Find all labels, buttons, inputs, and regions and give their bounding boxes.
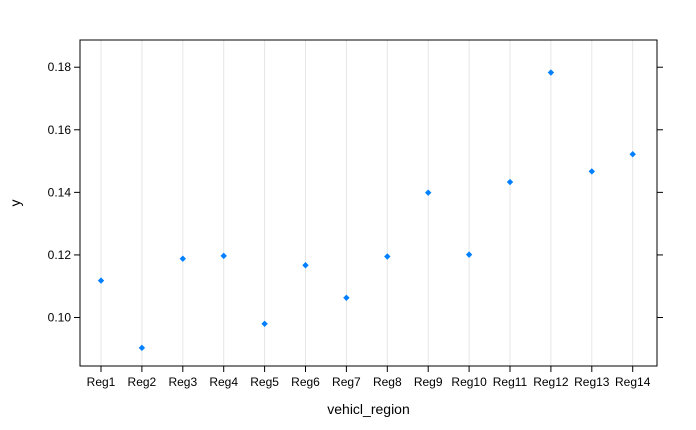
data-points: [97, 69, 636, 352]
x-axis: Reg1 Reg2 Reg3 Reg4 Reg5 Reg6 Reg7 Reg8 Reg9 Reg1…: [87, 366, 651, 389]
x-tick-label: Reg13: [574, 375, 610, 389]
data-point: [97, 277, 105, 284]
data-point: [220, 252, 227, 260]
data-point: [465, 251, 473, 258]
x-tick-label: Reg12: [533, 375, 569, 389]
y-tick-label: 0.10: [48, 311, 72, 325]
data-point: [343, 294, 350, 301]
y-tick-label: 0.16: [48, 123, 72, 137]
y-axis-title: y: [7, 200, 23, 207]
y-tick-label: 0.18: [48, 60, 72, 74]
x-tick-label: Reg7: [332, 375, 361, 389]
x-tick-label: Reg11: [493, 375, 528, 389]
data-point: [384, 253, 391, 260]
x-tick-label: Reg2: [128, 375, 157, 389]
plot-frame: [79, 39, 658, 367]
x-tick-label: Reg1: [87, 375, 116, 389]
data-point: [179, 255, 186, 262]
y-axis: 0.10 0.12 0.14 0.16 0.18: [48, 60, 663, 325]
grid-lines: [100, 40, 634, 366]
data-point: [261, 320, 268, 327]
data-point: [629, 150, 636, 158]
data-point: [138, 344, 146, 352]
y-tick-label: 0.14: [48, 185, 72, 199]
x-tick-label: Reg10: [451, 375, 487, 389]
y-tick-label: 0.12: [48, 248, 72, 262]
x-tick-label: Reg4: [209, 375, 238, 389]
data-point: [547, 69, 555, 76]
x-tick-label: Reg3: [168, 375, 197, 389]
x-tick-label: Reg14: [615, 375, 651, 389]
data-point: [425, 189, 432, 196]
x-axis-title: vehicl_region: [327, 401, 410, 417]
data-point: [588, 168, 595, 175]
x-tick-label: Reg6: [291, 375, 320, 389]
x-tick-label: Reg5: [250, 375, 279, 389]
x-tick-label: Reg8: [373, 375, 402, 389]
data-point: [506, 178, 514, 186]
x-tick-label: Reg9: [414, 375, 443, 389]
data-point: [302, 262, 309, 269]
